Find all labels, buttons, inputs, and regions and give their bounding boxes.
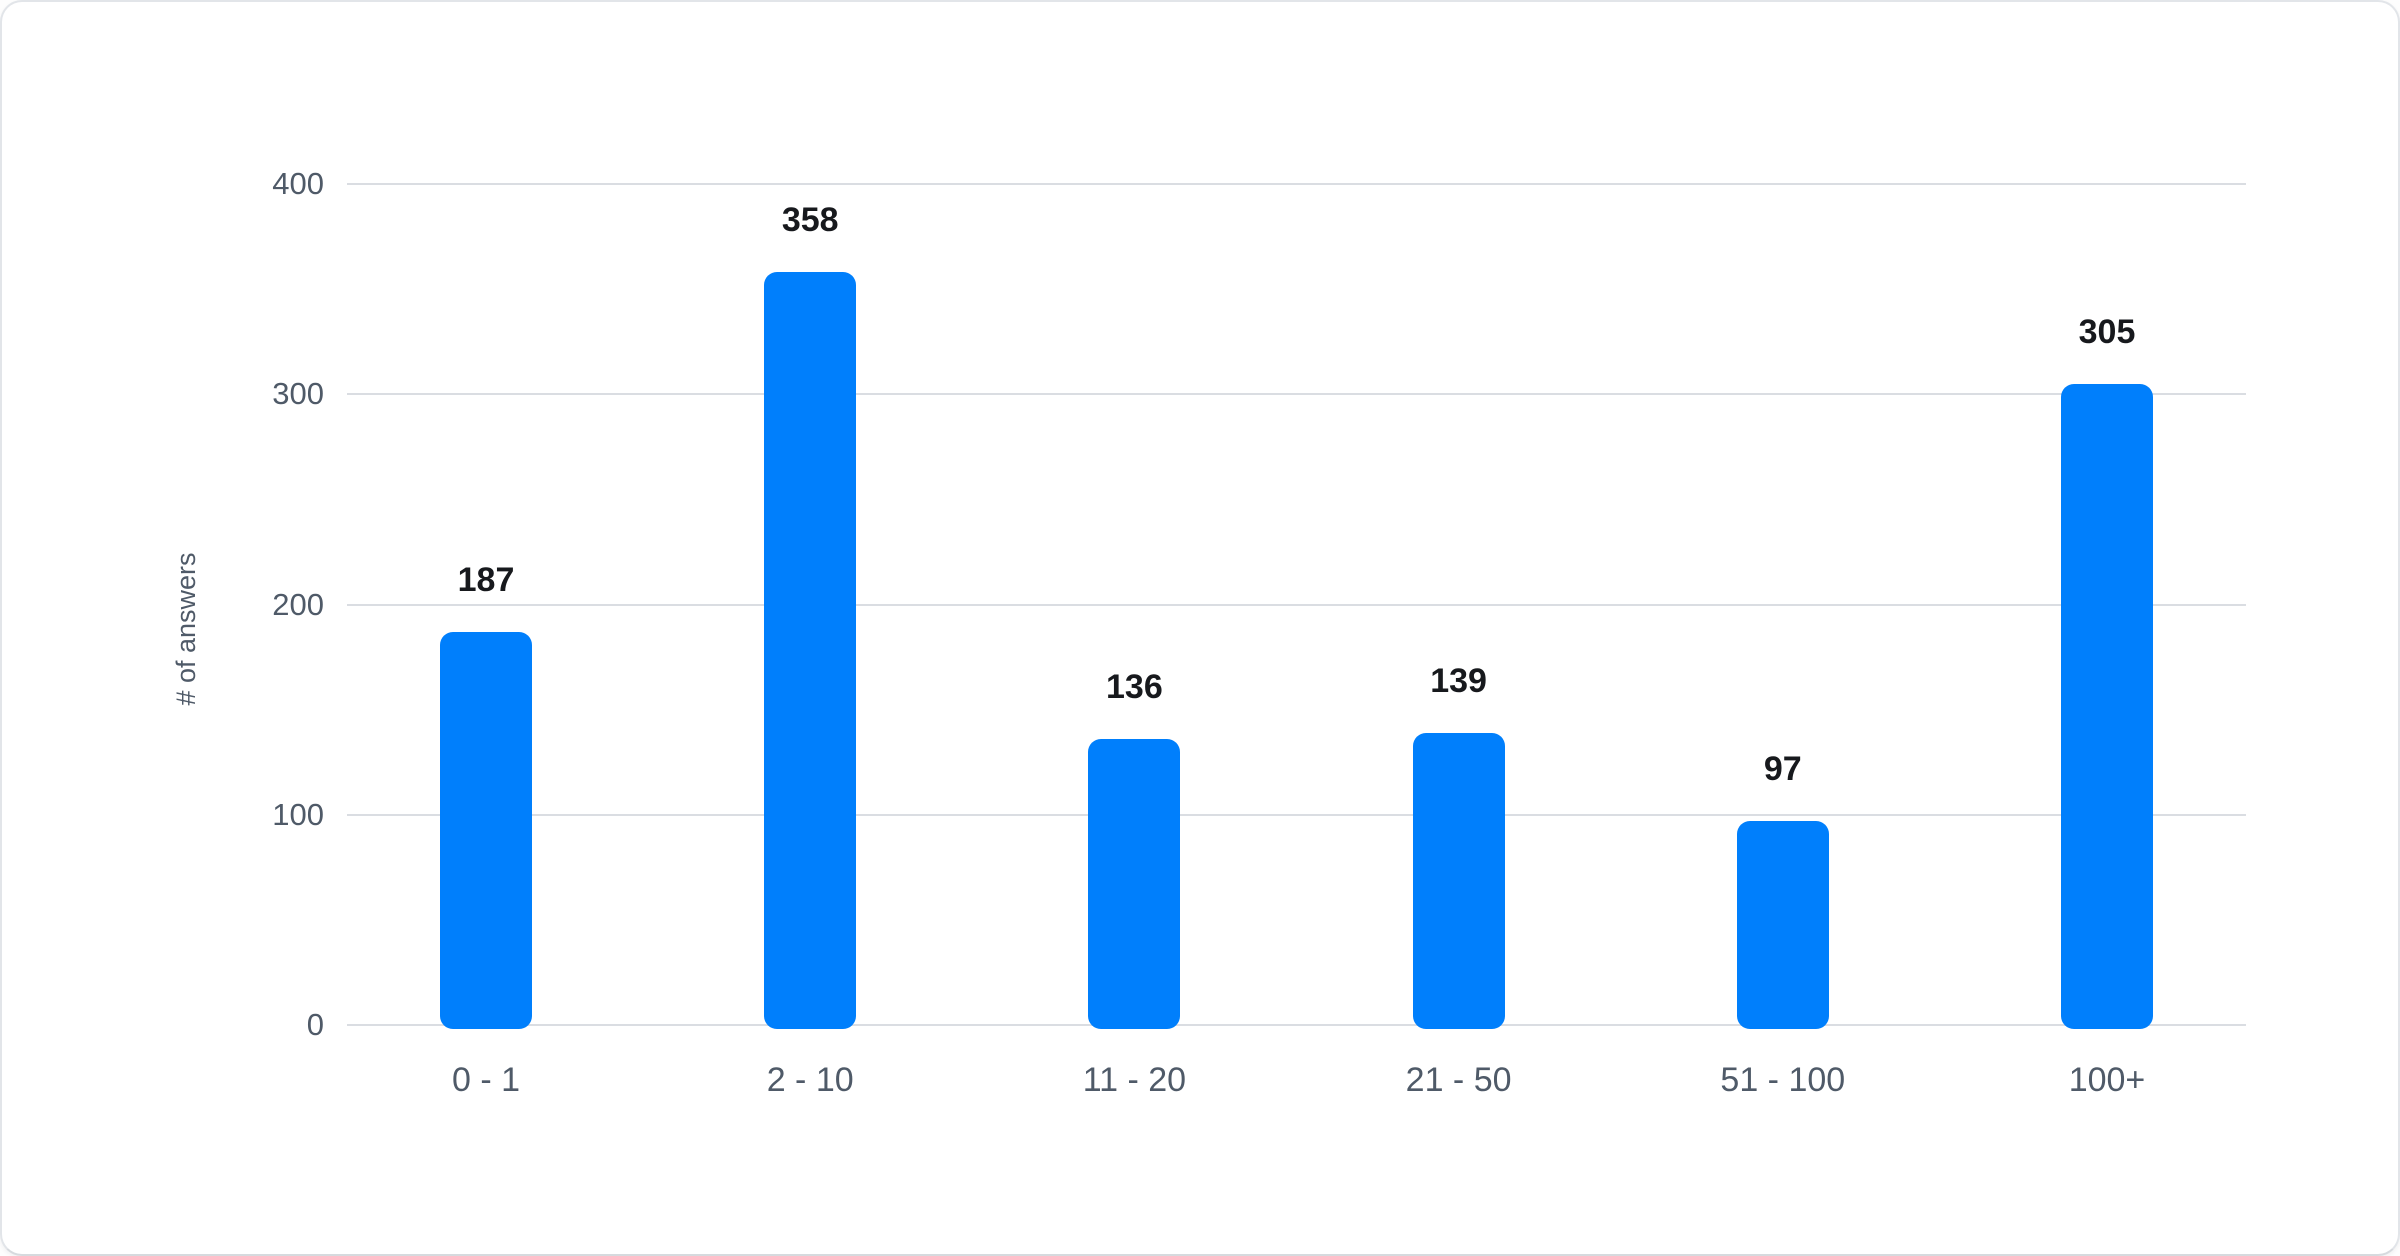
x-tick-label: 100+: [2068, 1061, 2146, 1099]
bar: [2061, 383, 2153, 1029]
x-tick-label: 21 - 50: [1405, 1061, 1512, 1099]
x-tick-label: 51 - 100: [1720, 1061, 1846, 1099]
bar: [1412, 732, 1505, 1029]
gridline: [347, 1024, 2246, 1026]
bar: [764, 272, 857, 1029]
bar-value-label: 97: [1763, 750, 1802, 789]
y-tick-label: 100: [272, 796, 324, 832]
bar: [1088, 739, 1181, 1029]
bar-value-label: 305: [2078, 312, 2136, 351]
y-tick-label: 0: [306, 1007, 324, 1042]
bar-value-label: 358: [781, 201, 839, 240]
y-tick-label: 200: [272, 586, 324, 622]
y-tick-label: 400: [272, 166, 324, 201]
gridline: [347, 813, 2246, 816]
bar-value-label: 136: [1106, 668, 1163, 707]
bar: [1736, 821, 1829, 1029]
x-tick-label: 0 - 1: [451, 1061, 521, 1099]
gridline: [347, 183, 2246, 185]
x-tick-label: 2 - 10: [766, 1061, 854, 1099]
bar-value-label: 187: [457, 560, 515, 599]
y-tick-label: 300: [272, 376, 324, 412]
bar-value-label: 139: [1430, 661, 1487, 700]
x-tick-label: 11 - 20: [1082, 1061, 1187, 1099]
bar: [440, 631, 532, 1029]
gridline: [347, 393, 2246, 396]
gridline: [347, 603, 2246, 606]
y-axis-tick-labels: 0 100 200 300 400: [2, 166, 324, 1042]
plot-area: 187 0 - 1 358 2 - 10 136 11 - 20 139 21 - 50 97 5…: [347, 183, 2246, 1099]
